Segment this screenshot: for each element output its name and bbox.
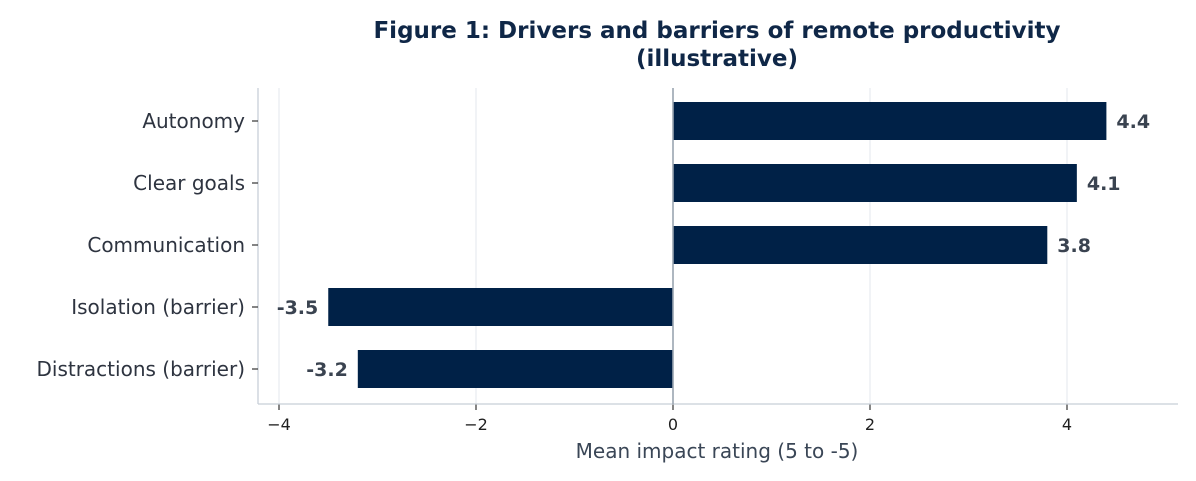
- chart-subtitle: (illustrative): [636, 46, 798, 72]
- data-label: 4.4: [1116, 111, 1150, 133]
- data-label: -3.5: [277, 297, 319, 319]
- axes-layer: −4 −2 0 2 4: [252, 88, 1178, 434]
- category-label: Communication: [87, 233, 245, 257]
- bar: [328, 288, 673, 326]
- x-tick-label: −2: [464, 415, 488, 434]
- bars-layer: [328, 88, 1107, 404]
- labels-layer: Autonomy 4.4 Clear goals 4.1 Communication 3.…: [36, 109, 1150, 381]
- bar: [673, 164, 1077, 202]
- x-tick-label: 2: [865, 415, 875, 434]
- data-label: 3.8: [1057, 235, 1091, 257]
- x-tick-label: −4: [267, 415, 291, 434]
- chart-title-group: Figure 1: Drivers and barriers of remote…: [373, 18, 1060, 72]
- category-label: Isolation (barrier): [71, 295, 245, 319]
- x-tick-label: 0: [668, 415, 678, 434]
- data-label: 4.1: [1087, 173, 1121, 195]
- bar: [673, 102, 1107, 140]
- category-label: Clear goals: [133, 171, 245, 195]
- x-axis-label: Mean impact rating (5 to -5): [576, 439, 859, 463]
- chart-title: Figure 1: Drivers and barriers of remote…: [373, 18, 1060, 44]
- bar: [673, 226, 1048, 264]
- bar: [357, 350, 673, 388]
- category-label: Distractions (barrier): [36, 357, 245, 381]
- x-tick-label: 4: [1062, 415, 1072, 434]
- data-label: -3.2: [306, 359, 348, 381]
- category-label: Autonomy: [142, 109, 245, 133]
